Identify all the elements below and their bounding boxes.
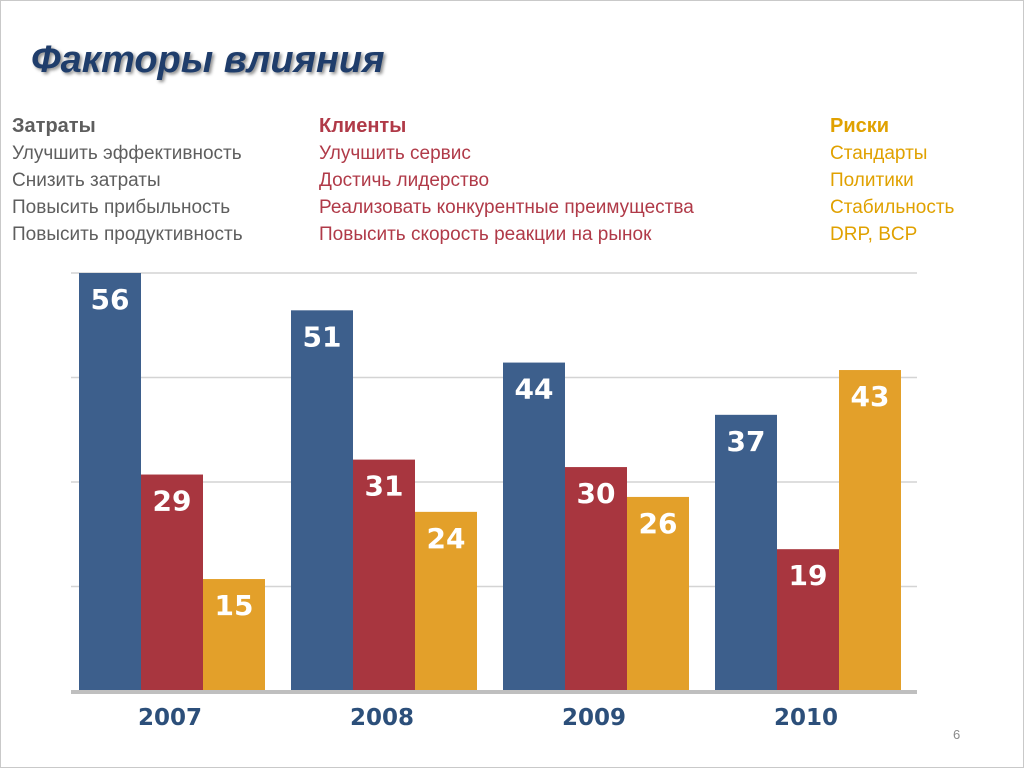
bar-value-label: 24 xyxy=(427,522,466,555)
costs-column: Затраты Улучшить эффективность Снизить з… xyxy=(12,113,243,248)
risks-item: DRP, BCP xyxy=(830,224,918,245)
bar-value-label: 43 xyxy=(851,380,890,413)
slide-title: Факторы влияния xyxy=(31,39,385,81)
bar xyxy=(415,511,477,691)
x-tick-label: 2007 xyxy=(138,705,202,731)
costs-item: Повысить прибыльность xyxy=(12,197,231,218)
x-tick-label: 2008 xyxy=(350,705,414,731)
clients-item: Улучшить сервис xyxy=(319,143,471,164)
bar xyxy=(777,549,839,691)
risks-heading: Риски xyxy=(830,115,890,137)
page-number: 6 xyxy=(953,727,961,742)
clients-item: Достичь лидерство xyxy=(319,170,490,191)
x-tick-label: 2009 xyxy=(562,705,626,731)
bar-value-label: 44 xyxy=(515,373,554,406)
costs-item: Улучшить эффективность xyxy=(12,143,242,164)
risks-item: Политики xyxy=(830,170,914,191)
bar-value-label: 51 xyxy=(303,320,342,353)
risks-column: Риски Стандарты Политики Стабильность DR… xyxy=(830,113,954,248)
bar xyxy=(353,459,415,691)
bar-value-label: 30 xyxy=(577,477,616,510)
costs-item: Снизить затраты xyxy=(12,170,161,191)
bar xyxy=(839,370,901,691)
costs-item: Повысить продуктивность xyxy=(12,224,243,245)
bar xyxy=(141,474,203,691)
clients-item: Реализовать конкурентные преимущества xyxy=(319,197,694,218)
bar-value-label: 31 xyxy=(365,470,404,503)
bar xyxy=(715,414,777,691)
clients-heading: Клиенты xyxy=(319,115,407,137)
risks-item: Стандарты xyxy=(830,143,928,164)
bar-value-label: 26 xyxy=(639,507,678,540)
bar xyxy=(291,310,353,691)
bar-value-label: 37 xyxy=(727,425,766,458)
bar xyxy=(565,467,627,691)
costs-heading: Затраты xyxy=(12,115,96,137)
bar-value-label: 15 xyxy=(215,589,254,622)
bar-chart: 56 29 15 2007 51 31 24 2008 44 30 26 2009 37 19 43 2010 xyxy=(71,272,917,731)
bar xyxy=(627,496,689,691)
clients-column: Клиенты Улучшить сервис Достичь лидерств… xyxy=(319,113,694,248)
bar-value-label: 56 xyxy=(91,283,130,316)
bar xyxy=(503,362,565,691)
bar-value-label: 29 xyxy=(153,485,192,518)
risks-item: Стабильность xyxy=(830,197,955,218)
clients-item: Повысить скорость реакции на рынок xyxy=(319,224,652,245)
bar-value-label: 19 xyxy=(789,559,828,592)
x-tick-label: 2010 xyxy=(774,705,838,731)
bar xyxy=(203,579,265,691)
bar xyxy=(79,273,141,691)
